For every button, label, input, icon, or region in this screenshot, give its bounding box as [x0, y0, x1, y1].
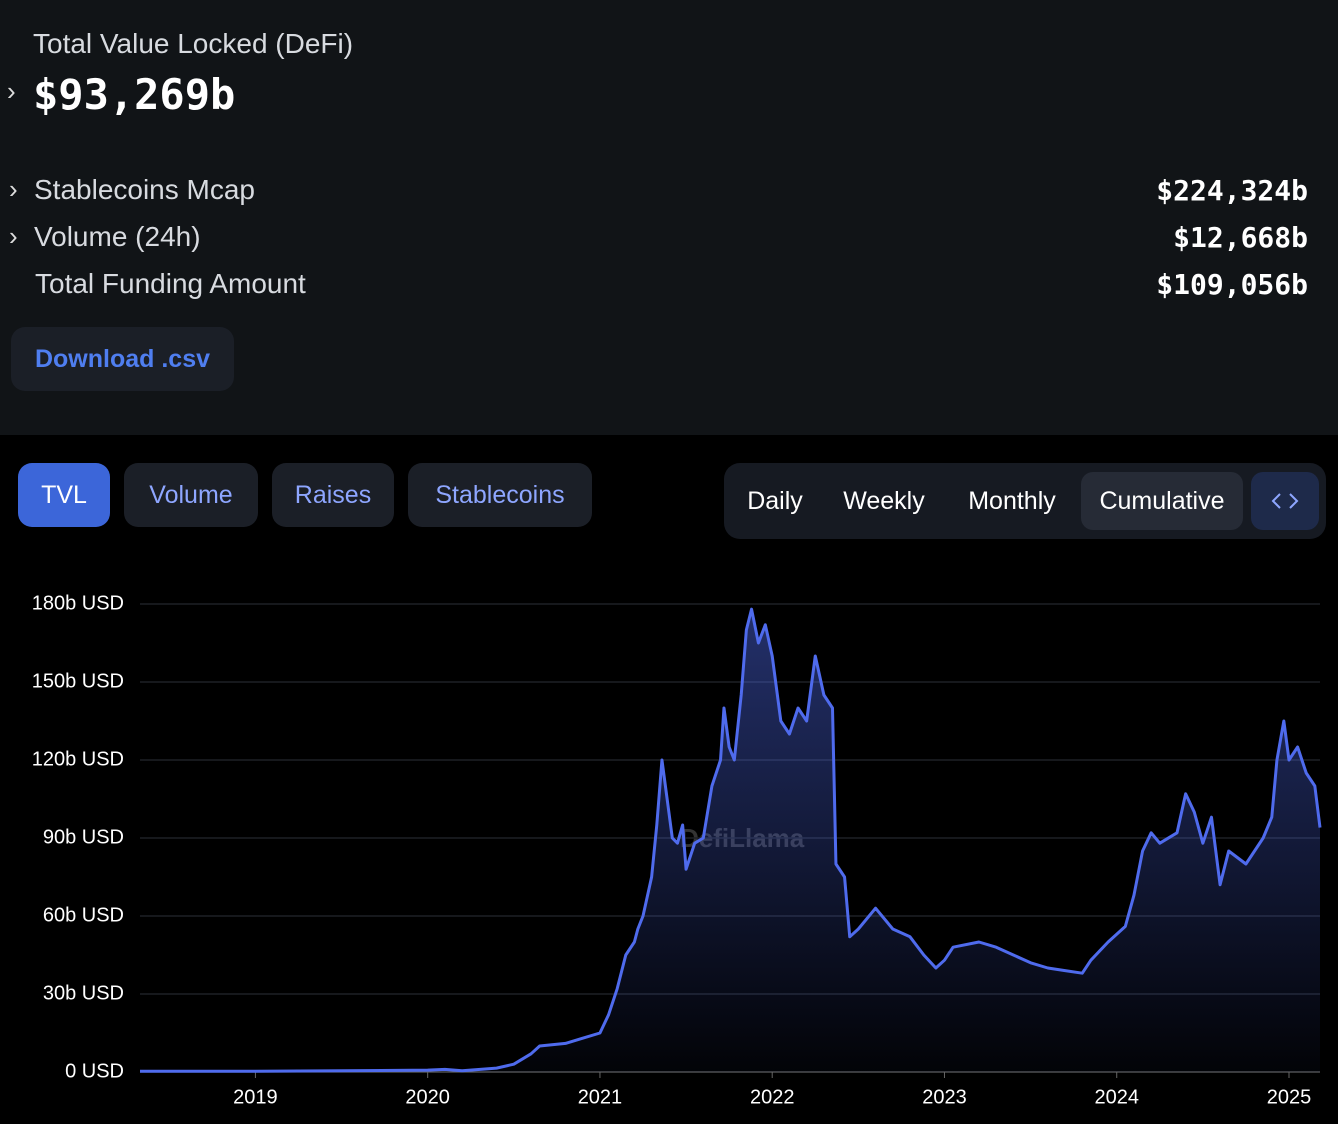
summary-panel: Total Value Locked (DeFi) › $93,269b › S… — [0, 0, 1338, 435]
expand-icon[interactable]: › — [9, 174, 18, 204]
expand-icon[interactable]: › — [9, 221, 18, 251]
y-tick-label: 0 USD — [65, 1060, 124, 1082]
stat-label: Stablecoins Mcap — [34, 174, 256, 205]
stat-label: Total Funding Amount — [35, 268, 306, 299]
tab[interactable]: Stablecoins — [408, 463, 592, 527]
y-tick-label: 60b USD — [43, 904, 124, 926]
y-tick-label: 180b USD — [32, 592, 124, 614]
tab[interactable]: Raises — [272, 463, 394, 527]
y-tick-label: 150b USD — [32, 670, 124, 692]
tvl-value: $93,269b — [33, 70, 236, 119]
stat-value: $12,668b — [1173, 221, 1308, 254]
x-tick-label: 2021 — [578, 1086, 623, 1108]
x-tick-label: 2025 — [1267, 1086, 1312, 1108]
x-tick-label: 2024 — [1094, 1086, 1139, 1108]
stat-value: $224,324b — [1156, 174, 1308, 207]
embed-button[interactable] — [1251, 472, 1319, 530]
tab[interactable]: TVL — [18, 463, 110, 527]
x-tick-label: 2023 — [922, 1086, 967, 1108]
period[interactable]: Monthly — [968, 486, 1056, 515]
tvl-label: Total Value Locked (DeFi) — [33, 28, 354, 59]
expand-icon[interactable]: › — [7, 76, 16, 106]
tab[interactable]: Volume — [124, 463, 258, 527]
x-tick-label: 2020 — [405, 1086, 450, 1108]
period[interactable]: Weekly — [843, 486, 925, 515]
x-tick-label: 2022 — [750, 1086, 795, 1108]
stat-value: $109,056b — [1156, 268, 1308, 301]
y-tick-label: 120b USD — [32, 748, 124, 770]
area — [140, 609, 1320, 1072]
period[interactable]: Daily — [747, 486, 803, 515]
stat-label: Volume (24h) — [34, 221, 201, 252]
embed-icon — [1271, 493, 1299, 509]
line — [140, 607, 1322, 1073]
y-tick-label: 30b USD — [43, 982, 124, 1004]
x-tick-label: 2019 — [233, 1086, 278, 1108]
period[interactable]: Cumulative — [1081, 472, 1243, 530]
y-tick-label: 90b USD — [43, 826, 124, 848]
download-button[interactable]: Download .csv — [11, 327, 234, 391]
